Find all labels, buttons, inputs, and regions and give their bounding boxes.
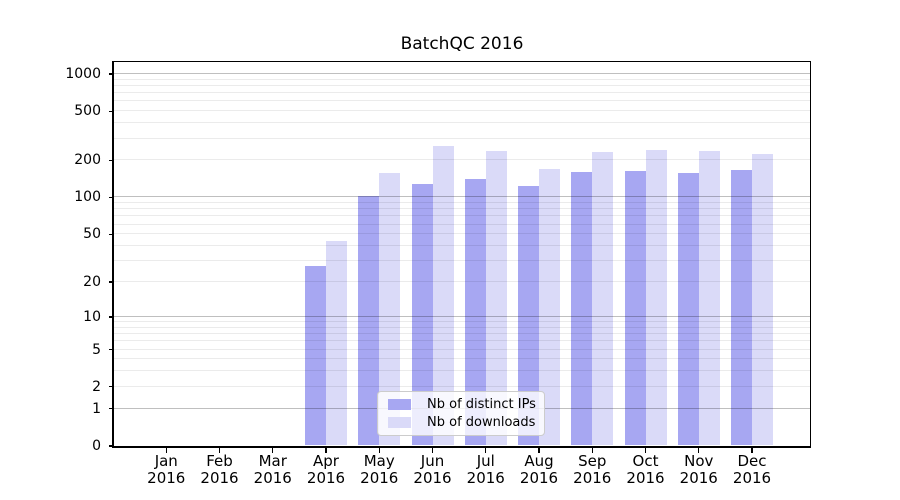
x-tick-mark-oct <box>644 448 647 453</box>
bar-distinct-ips-may <box>358 196 380 446</box>
y-tick-label-0: 0 <box>92 438 101 454</box>
bar-downloads-jul <box>485 150 507 446</box>
x-tick-label-mar: Mar 2016 <box>238 453 308 486</box>
x-tick-month-feb: Feb <box>206 452 233 470</box>
x-tick-month-dec: Dec <box>737 452 767 470</box>
x-tick-month-apr: Apr <box>313 452 339 470</box>
chart-title: BatchQC 2016 <box>400 34 524 54</box>
legend-swatch-downloads <box>388 416 411 428</box>
x-tick-year-oct: 2016 <box>626 468 665 487</box>
x-tick-label-aug: Aug 2016 <box>504 453 574 486</box>
y-tick-mark-5 <box>109 348 114 351</box>
x-tick-mark-jun <box>431 448 434 453</box>
y-tick-mark-1 <box>109 408 114 410</box>
x-tick-label-jan: Jan 2016 <box>131 453 201 486</box>
bar-downloads-oct <box>645 150 667 446</box>
x-tick-year-apr: 2016 <box>306 468 346 487</box>
x-tick-mark-sep <box>591 448 593 453</box>
bar-downloads-jun <box>432 146 454 446</box>
bar-downloads-aug <box>539 168 560 446</box>
bar-distinct-ips-dec <box>731 170 752 446</box>
bar-distinct-ips-sep <box>571 172 593 446</box>
x-tick-label-may: May 2016 <box>344 453 414 486</box>
bar-distinct-ips-oct <box>624 170 646 446</box>
bar-downloads-nov <box>698 150 720 446</box>
y-tick-label-100: 100 <box>74 189 101 206</box>
bar-downloads-apr <box>326 240 347 446</box>
y-tick-label-50: 50 <box>83 226 101 243</box>
x-tick-month-aug: Aug <box>524 452 554 470</box>
y-tick-mark-200 <box>109 159 114 162</box>
y-tick-mark-20 <box>109 281 114 283</box>
legend-row-distinct-ips: Nb of distinct IPs <box>388 396 536 412</box>
y-tick-label-20: 20 <box>83 274 101 291</box>
legend-label-downloads: Nb of downloads <box>427 414 536 430</box>
x-tick-month-mar: Mar <box>258 452 287 470</box>
legend-row-downloads: Nb of downloads <box>388 414 536 430</box>
y-tick-label-1: 1 <box>92 400 101 417</box>
x-tick-month-jun: Jun <box>420 452 445 470</box>
x-tick-mark-dec <box>751 448 753 453</box>
x-tick-label-apr: Apr 2016 <box>291 453 361 486</box>
x-tick-label-oct: Oct 2016 <box>611 453 681 486</box>
bar-distinct-ips-jul <box>464 178 486 446</box>
bar-distinct-ips-nov <box>677 173 699 446</box>
legend: Nb of distinct IPs Nb of downloads <box>377 390 545 436</box>
x-tick-year-sep: 2016 <box>573 468 612 487</box>
y-tick-label-500: 500 <box>74 103 101 120</box>
bars-layer <box>114 62 810 446</box>
legend-label-distinct-ips: Nb of distinct IPs <box>427 396 536 412</box>
x-tick-mark-may <box>378 448 380 453</box>
bar-distinct-ips-apr <box>305 266 326 446</box>
y-tick-mark-10 <box>109 316 114 318</box>
x-tick-mark-feb <box>218 448 221 453</box>
x-tick-year-nov: 2016 <box>679 468 718 487</box>
bar-downloads-may <box>379 172 401 446</box>
x-tick-label-feb: Feb 2016 <box>185 453 255 486</box>
x-tick-mark-jul <box>485 448 487 453</box>
y-tick-mark-2 <box>109 386 114 388</box>
legend-swatch-distinct-ips <box>388 398 411 410</box>
y-tick-mark-0 <box>109 445 114 447</box>
x-tick-month-jul: Jul <box>476 452 495 470</box>
x-tick-label-dec: Dec 2016 <box>717 453 787 486</box>
x-tick-year-aug: 2016 <box>519 468 559 487</box>
y-tick-label-5: 5 <box>92 341 101 358</box>
x-tick-mark-mar <box>272 448 274 453</box>
x-tick-mark-jan <box>165 448 167 453</box>
x-tick-label-nov: Nov 2016 <box>664 453 734 486</box>
x-tick-month-sep: Sep <box>578 452 607 470</box>
x-tick-label-sep: Sep 2016 <box>557 453 627 486</box>
y-tick-mark-100 <box>109 196 114 199</box>
x-tick-month-oct: Oct <box>632 452 659 470</box>
x-tick-year-feb: 2016 <box>200 468 239 487</box>
y-tick-mark-1000 <box>109 73 114 75</box>
y-tick-label-2: 2 <box>92 378 101 395</box>
x-tick-year-jun: 2016 <box>413 468 452 487</box>
x-tick-year-jan: 2016 <box>147 468 186 487</box>
bar-downloads-dec <box>752 153 773 446</box>
x-tick-year-mar: 2016 <box>253 468 292 487</box>
x-tick-year-jul: 2016 <box>466 468 505 487</box>
y-tick-mark-50 <box>109 233 114 235</box>
y-tick-label-200: 200 <box>74 152 101 169</box>
x-tick-month-nov: Nov <box>684 452 714 470</box>
x-tick-month-jan: Jan <box>154 452 178 470</box>
x-tick-mark-nov <box>698 448 700 453</box>
x-tick-mark-apr <box>325 448 327 453</box>
y-tick-label-1000: 1000 <box>65 65 101 82</box>
x-tick-year-dec: 2016 <box>732 468 772 487</box>
bar-distinct-ips-jun <box>411 183 433 446</box>
y-tick-label-10: 10 <box>83 308 101 325</box>
bar-distinct-ips-aug <box>518 186 539 446</box>
y-tick-mark-500 <box>109 110 114 112</box>
x-tick-month-may: May <box>363 452 395 470</box>
plot-area: Nb of distinct IPs Nb of downloads <box>112 60 811 448</box>
x-tick-year-may: 2016 <box>360 468 399 487</box>
x-tick-label-jul: Jul 2016 <box>451 453 521 486</box>
x-tick-label-jun: Jun 2016 <box>398 453 468 486</box>
bar-downloads-sep <box>592 152 614 446</box>
x-tick-mark-aug <box>538 448 540 453</box>
